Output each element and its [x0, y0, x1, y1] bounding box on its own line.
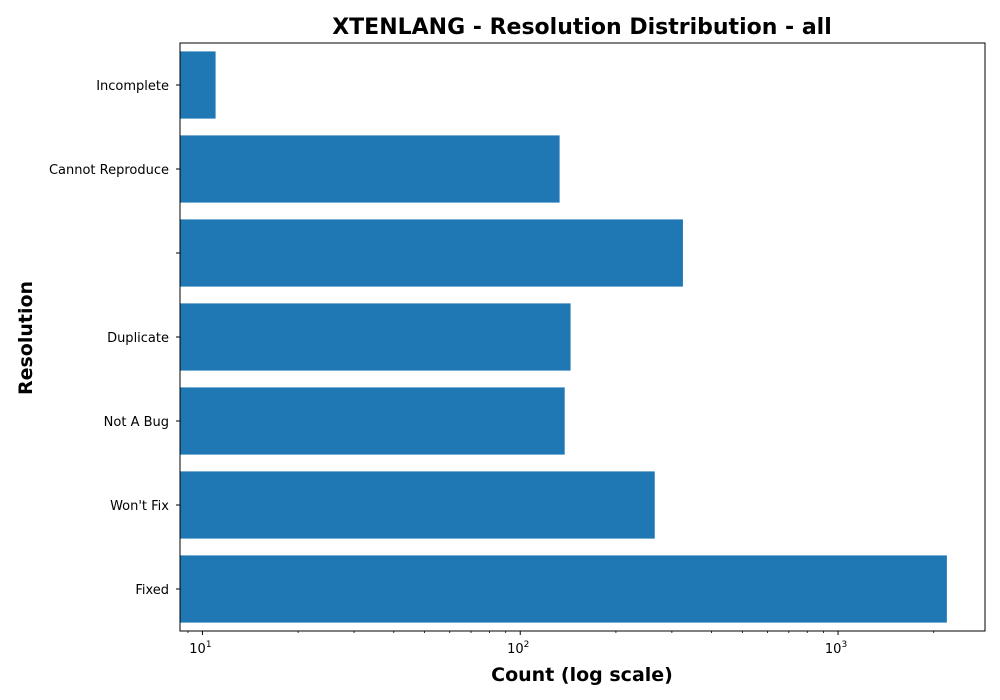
y-tick-label: Incomplete	[96, 79, 169, 94]
y-tick-label: Cannot Reproduce	[49, 163, 169, 178]
y-tick-label: Fixed	[135, 583, 169, 598]
bar-won-t-fix	[180, 471, 655, 539]
y-tick-label: Won't Fix	[110, 499, 169, 514]
y-axis-ticks: Fixed Won't Fix Not A Bug Duplicate Cannot R…	[49, 79, 180, 598]
x-axis-label: Count (log scale)	[491, 664, 673, 686]
plot-frame	[179, 42, 986, 632]
bar-duplicate	[180, 303, 571, 371]
x-tick-label: 103	[825, 640, 847, 657]
y-axis-label: Resolution	[15, 281, 37, 395]
bar-incomplete	[180, 51, 216, 119]
bars-group	[180, 51, 947, 623]
chart-title: XTENLANG - Resolution Distribution - all	[332, 15, 832, 40]
bar-cannot-reproduce	[180, 135, 560, 203]
x-axis-ticks: 101 102 103	[187, 631, 935, 657]
bar-not-a-bug	[180, 387, 565, 455]
bar-fixed	[180, 555, 947, 623]
x-tick-label: 102	[507, 640, 529, 657]
y-tick-label: Not A Bug	[104, 415, 169, 430]
bar-unlabeled	[180, 219, 683, 287]
y-tick-label: Duplicate	[107, 331, 169, 346]
x-tick-label: 101	[189, 640, 211, 657]
